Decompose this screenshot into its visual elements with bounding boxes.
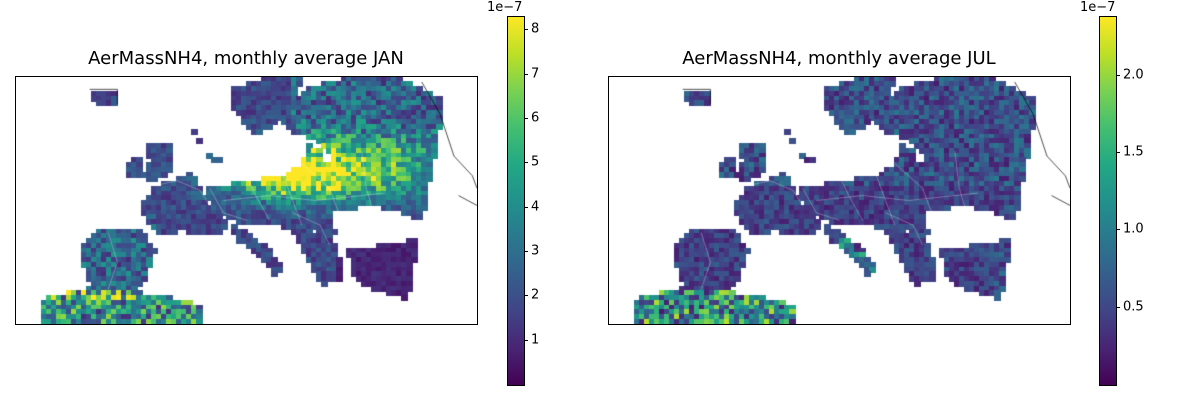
colorbar: [507, 16, 525, 386]
colorbar-tick-mark: [524, 295, 528, 296]
map-title: AerMassNH4, monthly average JUL: [682, 48, 996, 69]
colorbar-exponent: 1e−7: [487, 0, 523, 15]
colorbar-tick-mark: [1116, 307, 1120, 308]
colorbar-tick-label: 1.0: [1123, 221, 1144, 237]
colorbar-tick-label: 4: [531, 199, 540, 215]
colorbar-tick-mark: [524, 207, 528, 208]
colorbar: [1099, 16, 1117, 386]
map-title: AerMassNH4, monthly average JAN: [88, 48, 404, 69]
colorbar-tick-mark: [524, 251, 528, 252]
colorbar-tick-mark: [1116, 229, 1120, 230]
colorbar-tick-mark: [524, 162, 528, 163]
colorbar-tick-label: 2.0: [1123, 67, 1144, 83]
colorbar-tick-mark: [1116, 152, 1120, 153]
colorbar-tick-mark: [524, 29, 528, 30]
colorbar-tick-mark: [524, 74, 528, 75]
map-plot: [608, 76, 1071, 325]
colorbar-exponent: 1e−7: [1080, 0, 1116, 15]
colorbar-tick-mark: [1116, 75, 1120, 76]
colorbar-tick-label: 1.5: [1123, 144, 1144, 160]
colorbar-tick-label: 6: [531, 110, 540, 126]
map-heatmap: [609, 77, 1070, 324]
colorbar-tick-label: 0.5: [1123, 299, 1144, 315]
colorbar-tick-mark: [524, 340, 528, 341]
panel-jan: AerMassNH4, monthly average JAN 1e−7 1 2 3…: [15, 0, 540, 386]
map-heatmap: [16, 77, 477, 324]
colorbar-tick-label: 2: [531, 287, 540, 303]
map-plot: [15, 76, 478, 325]
colorbar-tick-label: 5: [531, 154, 540, 170]
colorbar-tick-label: 8: [531, 21, 540, 37]
colorbar-tick-label: 7: [531, 66, 540, 82]
colorbar-tick-label: 3: [531, 243, 540, 259]
colorbar-tick-mark: [524, 118, 528, 119]
colorbar-tick-label: 1: [531, 332, 540, 348]
